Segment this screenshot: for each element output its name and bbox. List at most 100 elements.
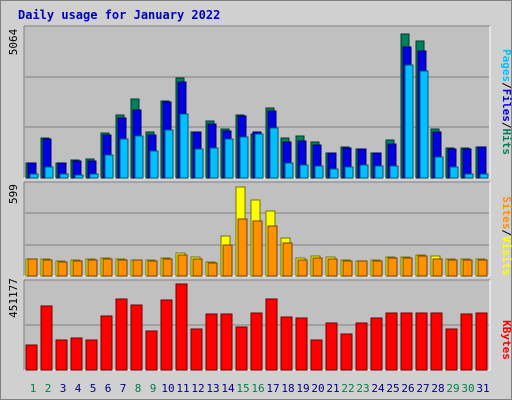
bar-sites-day-7 [117, 259, 128, 277]
day-label-19: 19 [296, 382, 309, 395]
bar-kbytes-day-2 [40, 305, 53, 371]
y-max-label: 451177 [7, 278, 20, 318]
bar-pages-day-22 [344, 166, 354, 179]
bar-pages-day-15 [239, 136, 249, 179]
bar-sites-day-31 [477, 259, 488, 277]
day-label-18: 18 [281, 382, 294, 395]
bar-pages-day-3 [59, 173, 69, 179]
bar-pages-day-24 [374, 165, 384, 179]
bar-sites-day-27 [417, 255, 428, 277]
bar-kbytes-day-18 [280, 316, 293, 371]
bar-pages-day-5 [89, 173, 99, 179]
bar-pages-day-18 [284, 162, 294, 179]
bar-sites-day-30 [462, 259, 473, 277]
bar-kbytes-day-30 [460, 313, 473, 371]
day-label-25: 25 [386, 382, 399, 395]
day-label-7: 7 [120, 382, 127, 395]
bar-pages-day-7 [119, 138, 129, 179]
bar-kbytes-day-14 [220, 313, 233, 371]
bar-kbytes-day-13 [205, 313, 218, 371]
series-axis-label-part: Files [500, 89, 512, 122]
bar-sites-day-9 [147, 260, 158, 277]
bar-sites-day-12 [192, 258, 203, 277]
kbytes-panel: 451177 KBytes [7, 278, 512, 371]
bar-kbytes-day-26 [400, 312, 413, 371]
bar-kbytes-day-29 [445, 328, 458, 371]
day-label-26: 26 [401, 382, 414, 395]
bar-kbytes-day-4 [70, 337, 83, 371]
bar-pages-day-6 [104, 154, 114, 179]
series-axis-label-part: Visits [500, 236, 512, 276]
bar-kbytes-day-12 [190, 328, 203, 371]
bar-pages-day-1 [29, 173, 39, 179]
bar-pages-day-4 [74, 174, 84, 179]
day-axis-labels: 1 2 3 4 5 6 7 8 9 10 11 12 13 14 15 16 17 18 19 20 21 22 23 24 2… [30, 382, 490, 395]
bar-pages-day-12 [194, 148, 204, 179]
day-label-30: 30 [461, 382, 474, 395]
bar-pages-day-23 [359, 164, 369, 179]
bar-sites-day-22 [342, 260, 353, 277]
bar-pages-day-9 [149, 150, 159, 179]
bar-pages-day-13 [209, 147, 219, 179]
bar-kbytes-day-5 [85, 339, 98, 371]
bar-pages-day-16 [254, 133, 264, 179]
bar-pages-day-29 [449, 166, 459, 179]
series-axis-label-part: / [500, 122, 512, 129]
bar-kbytes-day-7 [115, 298, 128, 371]
day-label-21: 21 [326, 382, 339, 395]
bar-sites-day-29 [447, 259, 458, 277]
series-axis-label-part: Sites [500, 196, 512, 229]
bar-sites-day-26 [402, 257, 413, 277]
bar-pages-day-14 [224, 138, 234, 179]
day-label-1: 1 [30, 382, 37, 395]
day-label-16: 16 [251, 382, 264, 395]
bar-kbytes-day-23 [355, 322, 368, 371]
day-label-27: 27 [416, 382, 429, 395]
bar-sites-day-3 [57, 261, 68, 277]
bar-pages-day-19 [299, 164, 309, 179]
bar-pages-day-8 [134, 135, 144, 179]
bar-sites-day-1 [27, 258, 38, 277]
bar-kbytes-day-27 [415, 312, 428, 371]
bar-kbytes-day-11 [175, 283, 188, 371]
bar-pages-day-31 [479, 173, 489, 179]
y-max-label: 599 [7, 184, 20, 204]
day-label-4: 4 [75, 382, 82, 395]
bar-sites-day-20 [312, 257, 323, 277]
bar-pages-day-28 [434, 156, 444, 179]
bar-sites-day-21 [327, 258, 338, 277]
bar-sites-day-14 [222, 244, 233, 277]
bar-pages-day-17 [269, 127, 279, 179]
day-label-5: 5 [90, 382, 97, 395]
series-axis-label: Sites/Visits [500, 196, 512, 276]
bar-sites-day-28 [432, 258, 443, 277]
bar-pages-day-27 [419, 70, 429, 179]
bar-kbytes-day-6 [100, 315, 113, 371]
bar-kbytes-day-9 [145, 330, 158, 371]
bar-sites-day-16 [252, 220, 263, 277]
bar-kbytes-day-25 [385, 312, 398, 371]
bar-kbytes-day-10 [160, 299, 173, 371]
series-axis-label-part: Pages [500, 49, 512, 82]
bar-kbytes-day-19 [295, 317, 308, 371]
day-label-29: 29 [446, 382, 459, 395]
day-label-15: 15 [236, 382, 249, 395]
bar-sites-day-5 [87, 259, 98, 277]
bar-kbytes-day-17 [265, 298, 278, 371]
bar-sites-day-8 [132, 259, 143, 277]
visits-sites-panel: 599 Sites/Visits [7, 181, 512, 277]
bar-sites-day-4 [72, 260, 83, 277]
bar-pages-day-26 [404, 64, 414, 179]
day-label-12: 12 [191, 382, 204, 395]
bar-sites-day-18 [282, 242, 293, 277]
bar-kbytes-day-8 [130, 304, 143, 371]
bar-sites-day-13 [207, 262, 218, 277]
series-axis-label-part: KBytes [500, 320, 512, 360]
bar-pages-day-25 [389, 165, 399, 179]
bar-sites-day-23 [357, 260, 368, 277]
series-axis-label-part: Hits [500, 129, 512, 156]
bar-sites-day-15 [237, 218, 248, 277]
bar-sites-day-11 [177, 254, 188, 277]
bar-kbytes-day-3 [55, 339, 68, 371]
bar-pages-day-11 [179, 113, 189, 179]
